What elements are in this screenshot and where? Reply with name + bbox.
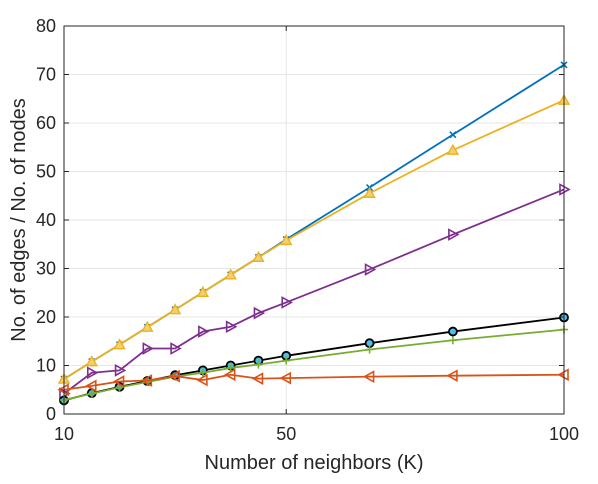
data-point-2-4: [170, 342, 182, 355]
x-tick-label-2: 100: [549, 424, 579, 444]
data-point-2-6: [225, 320, 238, 334]
y-tick-label-1: 10: [36, 356, 56, 376]
y-tick-label-5: 50: [36, 162, 56, 182]
data-point-1-8: [280, 233, 293, 246]
data-point-2-3: [142, 342, 154, 355]
data-point-5-1: [85, 379, 97, 393]
data-point-5-2: [112, 375, 125, 388]
y-tick-label-3: 30: [36, 259, 56, 279]
y-tick-label-0: 0: [46, 404, 56, 424]
x-tick-label-1: 50: [276, 424, 296, 444]
y-tick-label-2: 20: [36, 307, 56, 327]
data-point-1-9: [363, 186, 376, 199]
x-tick-label-0: 10: [54, 424, 74, 444]
series-1: [57, 93, 571, 384]
data-point-1-3: [141, 320, 154, 332]
data-point-2-5: [198, 325, 210, 338]
data-point-2-10: [448, 228, 460, 241]
y-tick-label-4: 40: [36, 210, 56, 230]
y-axis-label: No. of edges / No. of nodes: [8, 98, 30, 342]
data-point-4-8: [282, 356, 291, 365]
series-group: [57, 61, 571, 406]
data-point-5-6: [224, 368, 236, 382]
series-5: [57, 368, 569, 397]
data-point-5-10: [446, 369, 458, 383]
data-point-4-7: [254, 360, 263, 369]
data-point-2-9: [364, 263, 377, 276]
data-point-5-5: [196, 373, 208, 387]
data-point-5-3: [140, 374, 153, 387]
data-point-1-5: [196, 285, 210, 297]
data-point-2-2: [114, 363, 127, 377]
data-point-2-8: [281, 296, 293, 309]
data-point-5-4: [168, 369, 180, 383]
data-point-1-2: [113, 338, 126, 350]
data-point-4-5: [198, 368, 207, 377]
x-axis-label: Number of neighbors (K): [205, 452, 424, 474]
data-point-3-10: [447, 326, 458, 337]
data-point-4-9: [365, 345, 374, 354]
data-point-4-10: [448, 336, 457, 345]
series-line-4: [63, 328, 565, 401]
data-point-5-7: [251, 372, 264, 385]
y-tick-label-7: 70: [36, 65, 56, 85]
data-point-1-6: [224, 268, 237, 280]
data-point-1-10: [446, 143, 460, 155]
data-point-2-7: [253, 306, 266, 320]
series-2: [59, 183, 571, 400]
y-tick-label-6: 60: [36, 113, 56, 133]
data-point-4-6: [226, 363, 235, 372]
data-point-0-10: [449, 131, 457, 139]
data-point-4-1: [87, 389, 96, 398]
data-point-5-8: [279, 371, 292, 385]
y-tick-label-8: 80: [36, 16, 56, 36]
data-point-1-4: [168, 303, 182, 315]
data-point-5-9: [362, 370, 375, 384]
data-point-2-1: [86, 366, 99, 380]
data-point-1-1: [85, 355, 98, 367]
data-point-1-7: [252, 250, 265, 263]
